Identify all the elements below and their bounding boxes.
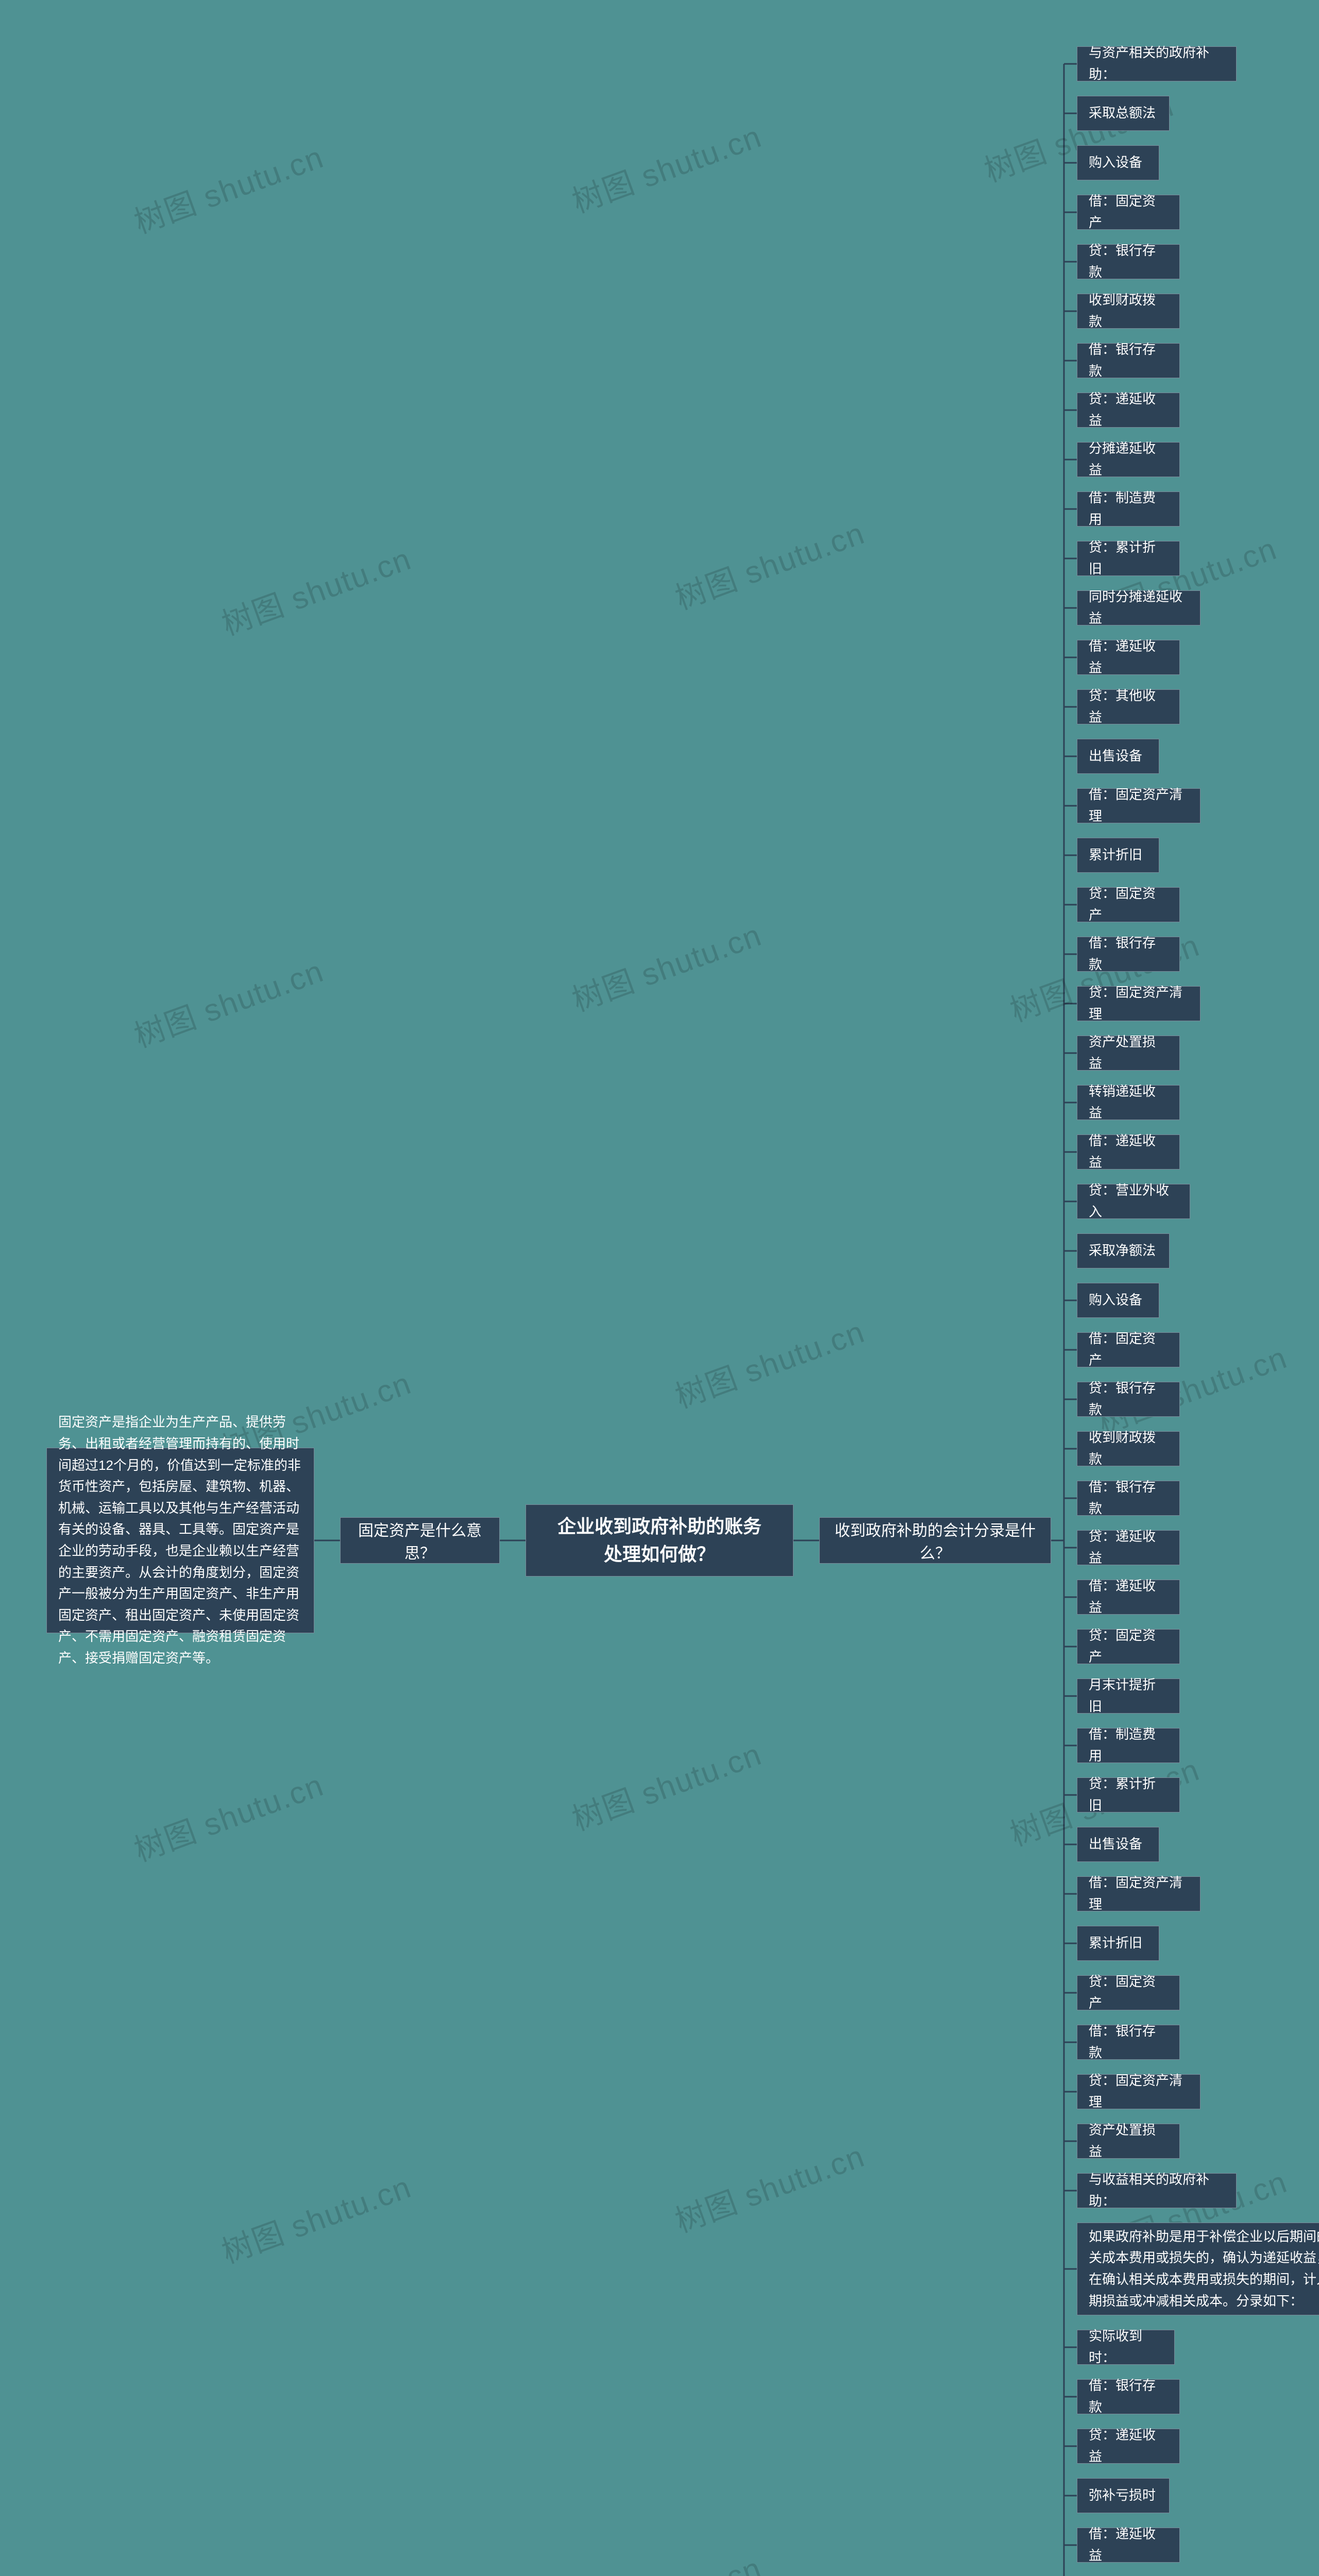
right-leaf-43: 与收益相关的政府补助： [1077,2173,1237,2208]
right-leaf-10: 贷：累计折旧 [1077,541,1180,576]
right-leaf-45: 实际收到时： [1077,2330,1175,2365]
right-leaf-18: 借：银行存款 [1077,937,1180,972]
right-leaf-37: 借：固定资产清理 [1077,1876,1200,1911]
right-leaf-38: 累计折旧 [1077,1926,1159,1961]
right-leaf-1: 采取总额法 [1077,96,1170,131]
right-leaf-0: 与资产相关的政府补助： [1077,46,1237,81]
right-leaf-44: 如果政府补助是用于补偿企业以后期间的相关成本费用或损失的，确认为递延收益，并在确… [1077,2223,1319,2315]
right-leaf-5: 收到财政拨款 [1077,294,1180,329]
right-leaf-41: 贷：固定资产清理 [1077,2074,1200,2109]
right-leaf-12: 借：递延收益 [1077,640,1180,675]
branch-right: 收到政府补助的会计分录是什么？ [819,1517,1051,1564]
right-leaf-39: 贷：固定资产 [1077,1975,1180,2010]
right-leaf-24: 采取净额法 [1077,1233,1170,1268]
right-leaf-7: 贷：递延收益 [1077,393,1180,428]
right-leaf-26: 借：固定资产 [1077,1332,1180,1367]
right-leaf-22: 借：递延收益 [1077,1134,1180,1170]
right-leaf-25: 购入设备 [1077,1283,1159,1318]
right-leaf-17: 贷：固定资产 [1077,887,1180,922]
right-leaf-15: 借：固定资产清理 [1077,788,1200,823]
right-leaf-9: 借：制造费用 [1077,492,1180,527]
right-leaf-3: 借：固定资产 [1077,195,1180,230]
right-leaf-11: 同时分摊递延收益 [1077,590,1200,625]
right-leaf-16: 累计折旧 [1077,838,1159,873]
right-leaf-34: 借：制造费用 [1077,1728,1180,1763]
right-leaf-21: 转销递延收益 [1077,1085,1180,1120]
right-leaf-2: 购入设备 [1077,145,1159,180]
right-leaf-14: 出售设备 [1077,739,1159,774]
right-leaf-6: 借：银行存款 [1077,343,1180,378]
right-leaf-32: 贷：固定资产 [1077,1629,1180,1664]
right-leaf-31: 借：递延收益 [1077,1580,1180,1615]
right-leaf-48: 弥补亏损时 [1077,2478,1170,2513]
right-leaf-33: 月末计提折旧 [1077,1679,1180,1714]
right-leaf-46: 借：银行存款 [1077,2379,1180,2414]
right-leaf-8: 分摊递延收益 [1077,442,1180,477]
right-leaf-30: 贷：递延收益 [1077,1530,1180,1565]
right-leaf-42: 资产处置损益 [1077,2124,1180,2159]
right-leaf-36: 出售设备 [1077,1827,1159,1862]
right-leaf-19: 贷：固定资产清理 [1077,986,1200,1021]
branch-left: 固定资产是什么意思？ [340,1517,500,1564]
right-leaf-23: 贷：营业外收入 [1077,1184,1190,1219]
leaf-left-desc: 固定资产是指企业为生产产品、提供劳务、出租或者经营管理而持有的、使用时间超过12… [46,1448,314,1633]
right-leaf-4: 贷：银行存款 [1077,244,1180,279]
right-leaf-13: 贷：其他收益 [1077,689,1180,724]
root-node: 企业收到政府补助的账务处理如何做？ [526,1504,793,1577]
right-leaf-40: 借：银行存款 [1077,2025,1180,2060]
right-leaf-49: 借：递延收益 [1077,2528,1180,2563]
right-leaf-20: 资产处置损益 [1077,1036,1180,1071]
right-leaf-29: 借：银行存款 [1077,1481,1180,1516]
right-leaf-47: 贷：递延收益 [1077,2429,1180,2464]
right-leaf-27: 贷：银行存款 [1077,1382,1180,1417]
right-leaf-35: 贷：累计折旧 [1077,1777,1180,1812]
right-leaf-28: 收到财政拨款 [1077,1431,1180,1466]
